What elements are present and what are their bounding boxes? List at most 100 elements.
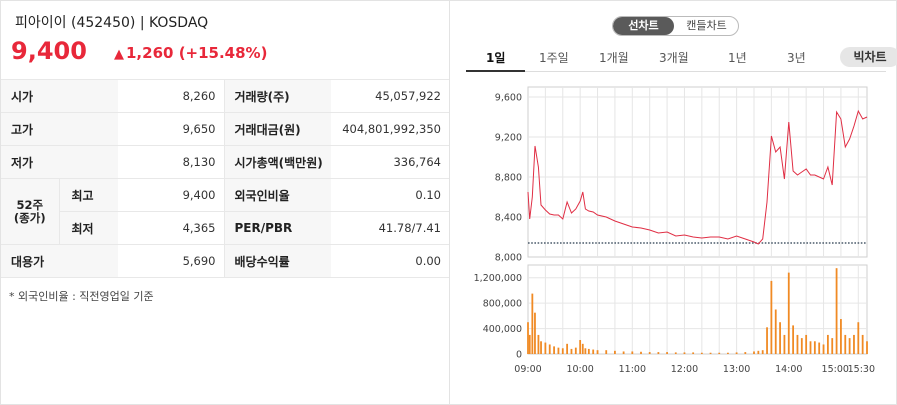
volume-bar	[566, 343, 569, 354]
per-pbr-label: PER/PBR	[223, 211, 331, 245]
xtick-label: 09:00	[514, 364, 541, 375]
table-row: 최저 4,365 PER/PBR 41.78/7.41	[1, 211, 449, 245]
price-ytick-label: 8,800	[495, 173, 522, 184]
current-price: 9,400	[11, 37, 87, 65]
intraday-chart: 8,000 8,400 8,800 9,200 9,600 0 400,000 800,000…	[474, 86, 875, 376]
change-percent: (+15.48%)	[178, 44, 268, 62]
high-label: 고가	[1, 112, 118, 146]
volume-bar	[709, 352, 712, 354]
volume-label: 거래량(주)	[223, 79, 331, 113]
volume-bar	[822, 344, 825, 354]
foreign-ratio-label: 외국인비율	[223, 178, 331, 212]
volume-bar	[779, 322, 781, 354]
volume-bar	[753, 351, 755, 354]
tab-1month[interactable]: 1개월	[599, 51, 629, 65]
stock-summary-panel: 피아이이 (452450) | KOSDAQ 9,400 ▲ 1,260 (+15…	[1, 1, 450, 405]
volume-bar	[657, 352, 660, 354]
week52-label-bottom: (종가)	[13, 210, 46, 225]
tab-1week[interactable]: 1주일	[539, 51, 569, 65]
candle-chart-button[interactable]: 캔들차트	[686, 19, 727, 32]
change-amount: 1,260	[126, 44, 174, 62]
mktcap-value: 336,764	[331, 145, 449, 179]
axis-labels: 8,000 8,400 8,800 9,200 9,600 0 400,000 800,000…	[474, 93, 875, 376]
volume-bar	[570, 348, 573, 354]
volume-bar	[557, 347, 560, 354]
high-value: 9,650	[118, 112, 224, 146]
volume-bar	[596, 350, 599, 354]
tab-3month[interactable]: 3개월	[659, 51, 689, 65]
line-chart-button[interactable]: 선차트	[613, 17, 674, 35]
volume-ytick-label: 800,000	[483, 299, 522, 310]
volume-bar	[744, 352, 747, 354]
table-row: 52주 (종가) 최고 9,400 외국인비율 0.10	[1, 178, 449, 245]
volume-bar	[844, 334, 847, 354]
volume-bar	[792, 325, 795, 354]
volume-bar	[805, 334, 808, 354]
volume-bar	[544, 342, 547, 354]
chart-grid	[527, 86, 868, 355]
mktcap-label: 시가총액(백만원)	[223, 145, 331, 179]
volume-bar	[700, 352, 703, 354]
volume-bar	[640, 351, 642, 354]
open-value: 8,260	[118, 79, 224, 113]
table-row: 고가 9,650 거래대금(원) 404,801,992,350	[1, 112, 449, 146]
volume-bar	[561, 348, 564, 354]
volume-bar	[848, 338, 851, 354]
volume-bar	[853, 334, 855, 354]
volume-bar	[631, 351, 634, 354]
turnover-value: 404,801,992,350	[331, 112, 449, 146]
volume-bar	[579, 340, 582, 354]
volume-bar	[614, 350, 616, 354]
volume-bar	[866, 341, 868, 354]
low-value: 8,130	[118, 145, 224, 179]
foreign-ratio-value: 0.10	[331, 178, 449, 212]
volume-bar	[787, 272, 790, 354]
volume-bar	[813, 341, 816, 354]
xtick-label: 15:30	[848, 364, 875, 375]
price-change: ▲ 1,260 (+15.48%)	[114, 44, 267, 62]
tab-1day[interactable]: 1일	[486, 51, 506, 65]
price-ytick-label: 9,200	[495, 133, 522, 144]
volume-bar	[774, 309, 777, 354]
volume-bar	[683, 352, 686, 354]
volume-bar	[553, 346, 555, 354]
week52-label: 52주 (종가)	[1, 178, 59, 245]
stock-name: 피아이이	[15, 15, 67, 31]
chart-type-toggle: 선차트 캔들차트	[612, 16, 739, 36]
volume-ytick-label: 1,200,000	[474, 273, 522, 284]
xtick-label: 10:00	[566, 364, 593, 375]
volume-bar	[826, 334, 829, 354]
substitute-price-label: 대용가	[1, 244, 118, 278]
volume-bar	[818, 342, 821, 354]
week52-high-label: 최고	[58, 178, 118, 212]
volume-bar	[592, 349, 595, 354]
up-triangle-icon: ▲	[114, 47, 124, 62]
volume-bar	[666, 352, 668, 354]
big-chart-button[interactable]: 빅차트	[840, 47, 897, 67]
volume-ytick-label: 0	[516, 350, 522, 361]
substitute-price-value: 5,690	[118, 244, 224, 278]
volume-bar	[857, 322, 860, 354]
volume-bar	[840, 319, 842, 354]
volume-bar	[766, 327, 768, 354]
volume-bar	[622, 351, 625, 354]
xtick-label: 12:00	[671, 364, 698, 375]
volume-bar	[587, 348, 590, 354]
volume-bar	[800, 338, 803, 354]
price-plot	[527, 109, 868, 245]
table-row: 시가 8,260 거래량(주) 45,057,922	[1, 79, 449, 113]
tab-1year[interactable]: 1년	[728, 51, 747, 65]
active-tab-indicator	[466, 70, 525, 72]
footnote: * 외국인비율 : 직전영업일 기준	[9, 290, 154, 303]
xtick-label: 15:00	[822, 364, 849, 375]
volume-bar	[540, 341, 542, 354]
price-ytick-label: 9,600	[495, 93, 522, 104]
xtick-label: 11:00	[619, 364, 646, 375]
tab-3year[interactable]: 3년	[787, 51, 806, 65]
volume-bar	[605, 350, 608, 354]
volume-bar	[528, 334, 531, 354]
volume-bar	[727, 352, 729, 354]
chart-panel: 선차트 캔들차트 1일 1주일 1개월 3개월 1년 3년 빅차트 8,000 8…	[451, 1, 897, 405]
dividend-yield-value: 0.00	[331, 244, 449, 278]
stock-market: | KOSDAQ	[139, 15, 209, 31]
